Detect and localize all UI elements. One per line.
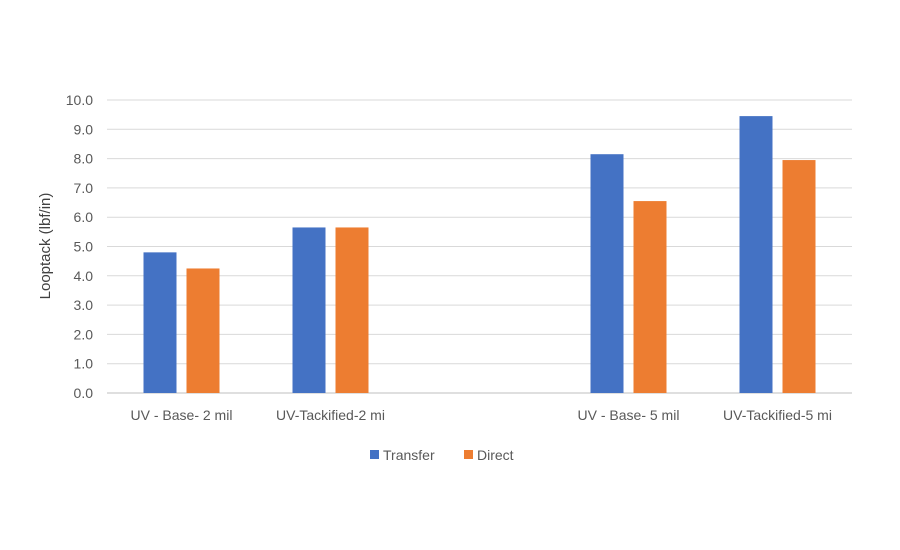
y-tick-label: 9.0 [74,121,94,137]
bar-direct-0 [186,268,220,393]
y-tick-label: 2.0 [74,326,94,342]
legend: Transfer Direct [370,447,514,463]
y-tick-label: 8.0 [74,151,94,167]
x-category-label: UV-Tackified-2 mi [276,407,385,423]
y-tick-label: 7.0 [74,180,94,196]
x-category-label: UV-Tackified-5 mi [723,407,832,423]
y-tick-label: 4.0 [74,268,94,284]
bar-direct-1 [335,227,369,393]
x-axis-categories: UV - Base- 2 mil UV-Tackified-2 mi UV - Ba… [131,407,832,423]
y-axis-ticks: 0.0 1.0 2.0 3.0 4.0 5.0 6.0 7.0 8.0 9.0 10.0 [66,92,93,401]
x-category-label: UV - Base- 5 mil [578,407,680,423]
legend-label-direct: Direct [477,447,514,463]
gridlines [107,99,852,394]
bar-transfer-4 [739,116,773,394]
legend-swatch-direct [464,450,473,459]
y-tick-label: 3.0 [74,297,94,313]
bar-direct-3 [633,201,667,393]
y-tick-label: 1.0 [74,356,94,372]
y-tick-label: 0.0 [74,385,94,401]
x-category-label: UV - Base- 2 mil [131,407,233,423]
bar-direct-4 [782,160,816,393]
bar-transfer-3 [590,154,624,393]
y-axis-label: Looptack (lbf/in) [37,193,54,300]
y-tick-label: 10.0 [66,92,93,108]
bar-transfer-0 [143,252,177,393]
legend-swatch-transfer [370,450,379,459]
bars [143,116,816,394]
legend-label-transfer: Transfer [383,447,435,463]
y-tick-label: 6.0 [74,209,94,225]
bar-transfer-1 [292,227,326,393]
y-tick-label: 5.0 [74,239,94,255]
